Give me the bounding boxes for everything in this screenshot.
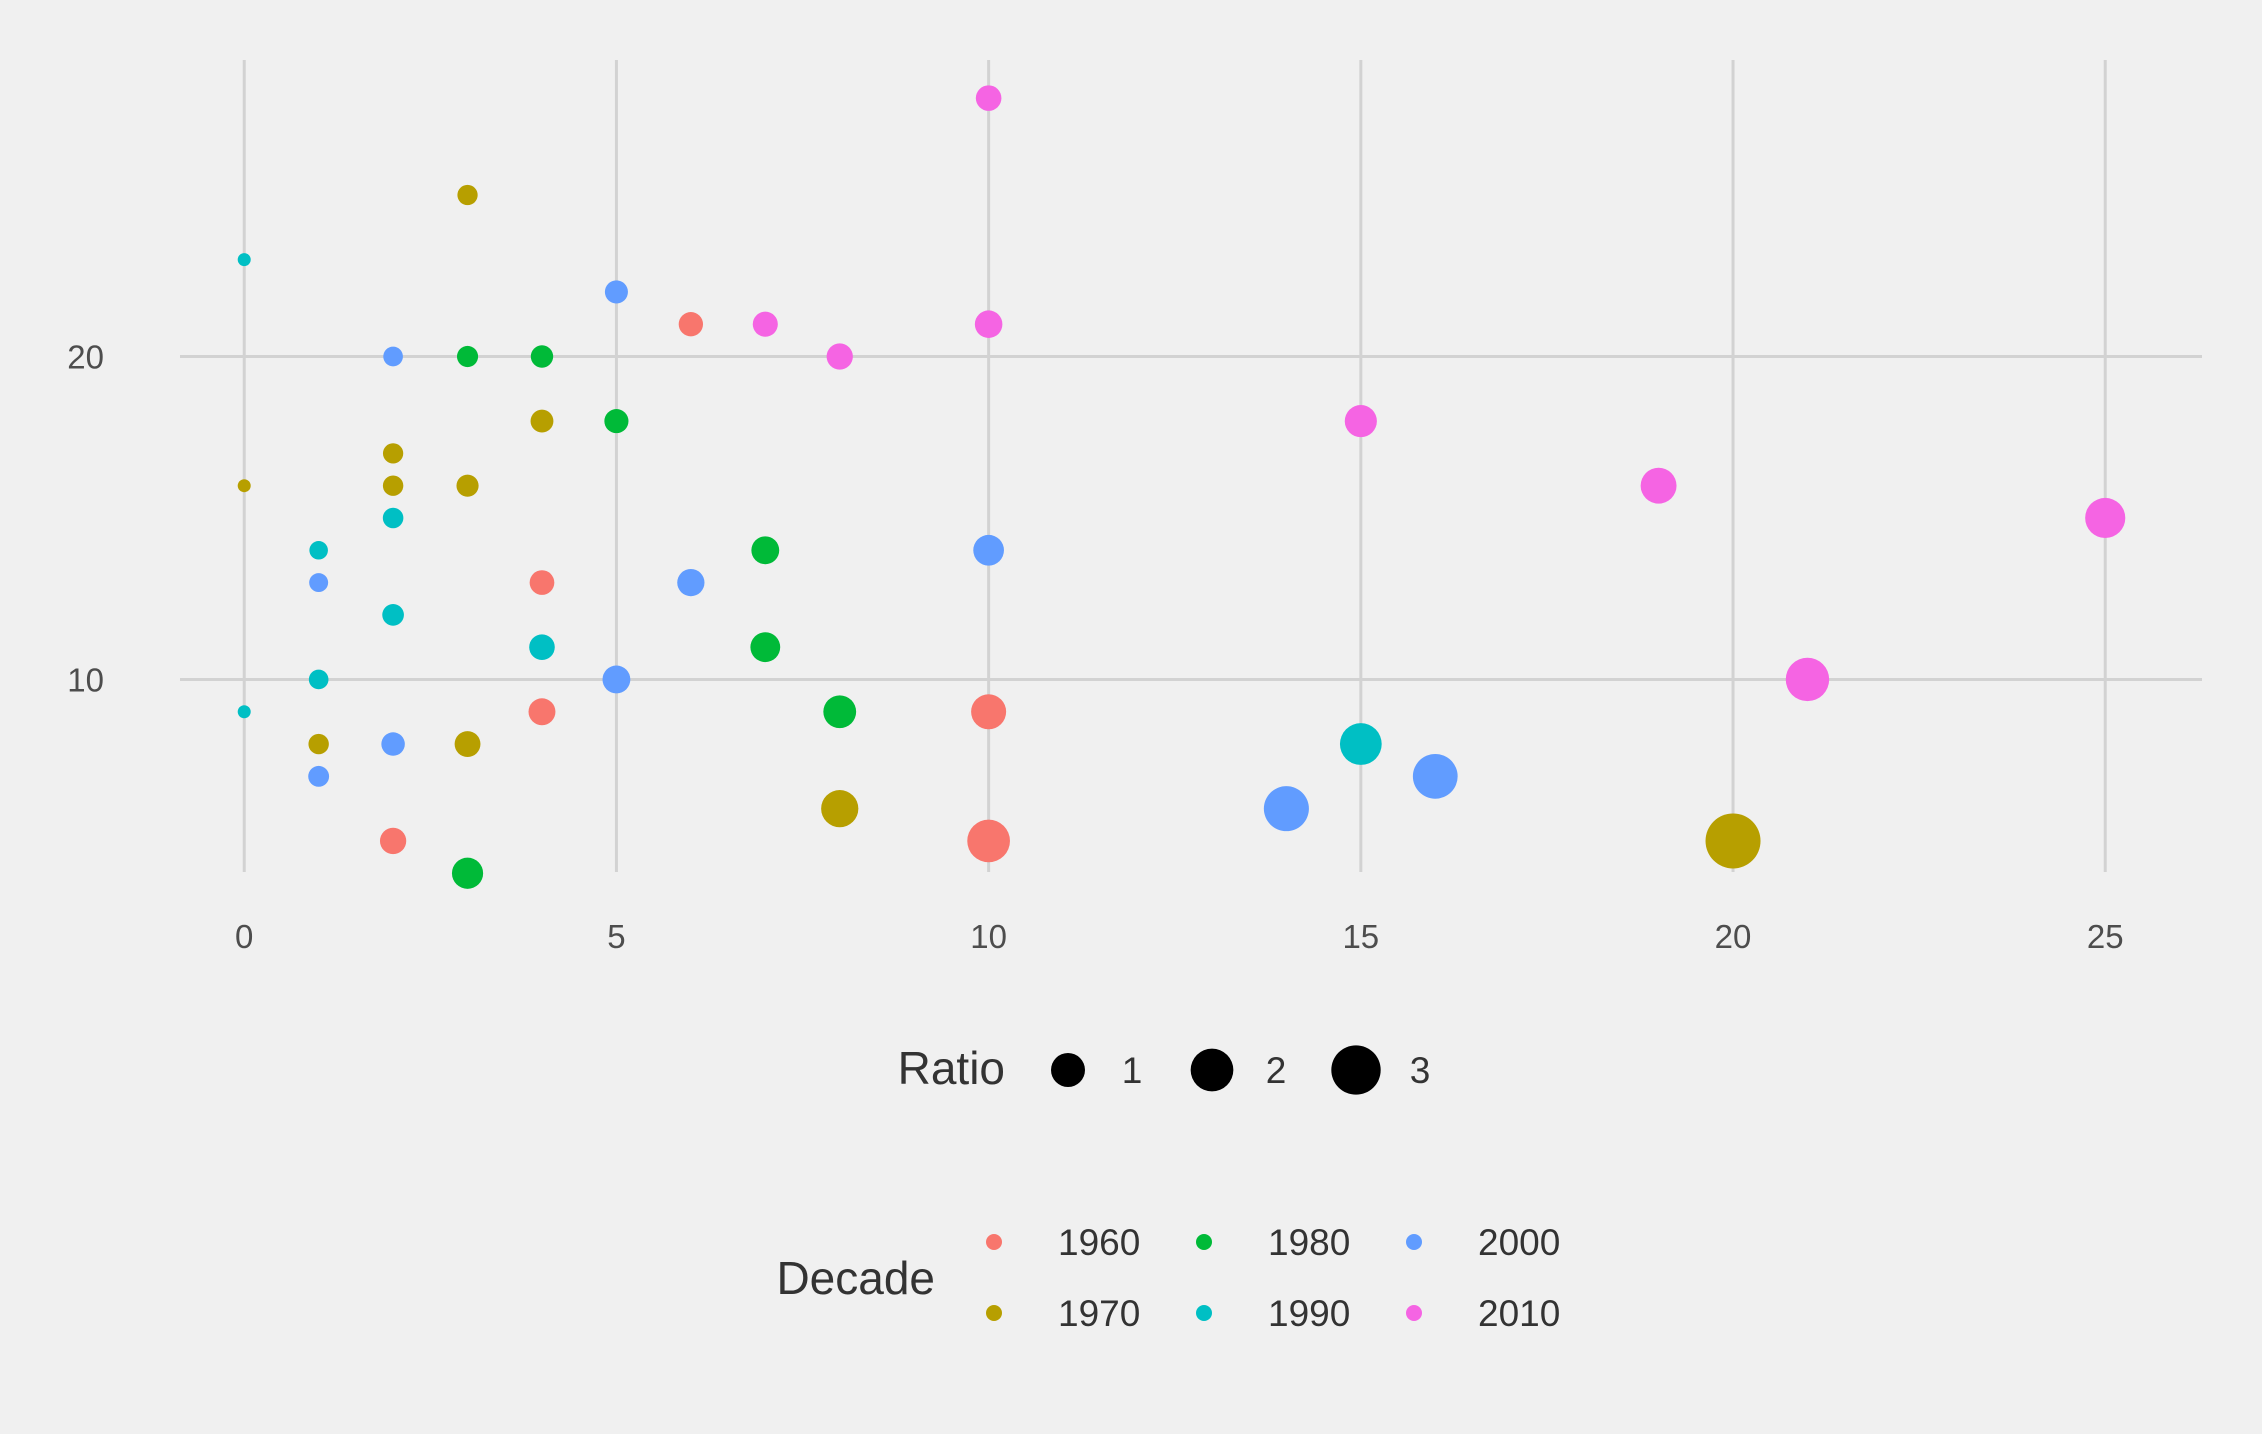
data-point (457, 184, 478, 206)
data-point (451, 857, 484, 889)
data-point (1412, 753, 1458, 799)
grid-lines (180, 60, 2202, 872)
data-point (530, 345, 554, 368)
color-legend-key (986, 1234, 1002, 1250)
data-point (604, 280, 628, 304)
data-point (967, 819, 1010, 863)
color-legend-key (1196, 1305, 1212, 1321)
data-point (1344, 405, 1377, 438)
size-legend-key (1051, 1053, 1085, 1087)
data-point (1785, 657, 1830, 702)
data-point (529, 634, 555, 660)
data-point (971, 694, 1007, 730)
y-tick-label: 10 (67, 661, 104, 698)
data-point (821, 790, 859, 828)
size-legend-label: 1 (1122, 1050, 1143, 1091)
data-point (975, 85, 1002, 111)
data-point (1339, 723, 1382, 765)
data-point (381, 732, 405, 756)
data-point (382, 443, 404, 464)
color-legend-label: 1970 (1058, 1293, 1140, 1334)
x-tick-label: 20 (1715, 918, 1752, 955)
data-point (677, 568, 705, 597)
size-legend-title: Ratio (898, 1042, 1005, 1094)
data-point (823, 695, 857, 729)
data-point (1705, 813, 1761, 869)
data-point (678, 312, 704, 337)
color-legend-key (1406, 1234, 1422, 1250)
data-point (456, 345, 479, 368)
size-legend-label: 3 (1410, 1050, 1431, 1091)
data-point (529, 570, 555, 595)
data-point (974, 310, 1003, 338)
data-point (750, 632, 781, 663)
data-point (382, 475, 404, 496)
data-point (1263, 786, 1309, 832)
data-point (237, 479, 251, 493)
data-point (454, 731, 481, 757)
x-tick-label: 10 (970, 918, 1007, 955)
data-point (530, 409, 554, 433)
data-point (2085, 497, 2126, 539)
data-point (308, 669, 329, 690)
x-tick-label: 15 (1342, 918, 1379, 955)
size-legend-key (1190, 1048, 1234, 1092)
data-point (752, 311, 778, 337)
data-points (237, 85, 2126, 889)
data-point (456, 474, 479, 497)
color-legend-label: 2000 (1478, 1222, 1560, 1263)
data-point (751, 536, 780, 565)
data-point (383, 346, 403, 367)
color-legend-label: 1990 (1268, 1293, 1350, 1334)
axis-tick-labels: 0 5 10 15 20 25 10 20 (67, 339, 2123, 955)
color-legend-title: Decade (776, 1252, 935, 1304)
color-legend-label: 2010 (1478, 1293, 1560, 1334)
color-legend-key (986, 1305, 1002, 1321)
color-legend: Decade 1960 1970 1980 1990 2000 2010 (776, 1222, 1560, 1334)
size-legend-label: 2 (1266, 1050, 1287, 1091)
data-point (528, 698, 556, 726)
data-point (973, 534, 1004, 566)
data-point (604, 409, 629, 434)
x-tick-label: 25 (2087, 918, 2124, 955)
size-legend: Ratio 1 2 3 (898, 1042, 1431, 1095)
data-point (308, 733, 329, 755)
color-legend-key (1406, 1305, 1422, 1321)
data-point (237, 253, 251, 267)
x-tick-label: 0 (235, 918, 253, 955)
data-point (382, 507, 404, 529)
color-legend-label: 1980 (1268, 1222, 1350, 1263)
y-tick-label: 20 (67, 339, 104, 376)
data-point (826, 343, 853, 370)
color-legend-label: 1960 (1058, 1222, 1140, 1263)
data-point (308, 765, 330, 787)
data-point (309, 541, 328, 560)
color-legend-key (1196, 1234, 1212, 1250)
data-point (379, 827, 407, 855)
data-point (237, 705, 251, 719)
data-point (309, 573, 329, 593)
data-point (382, 604, 404, 626)
x-tick-label: 5 (607, 918, 625, 955)
data-point (1640, 467, 1677, 504)
size-legend-key (1331, 1045, 1381, 1095)
data-point (602, 665, 631, 694)
